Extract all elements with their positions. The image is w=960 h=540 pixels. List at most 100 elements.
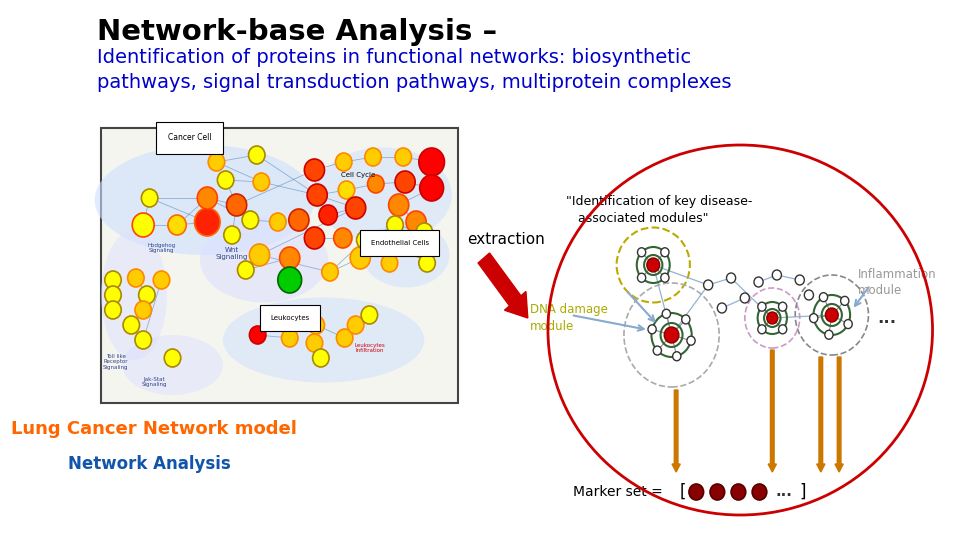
Circle shape xyxy=(779,302,787,311)
Circle shape xyxy=(682,315,690,324)
Text: Leukocytes
Infiltration: Leukocytes Infiltration xyxy=(354,342,385,353)
Ellipse shape xyxy=(122,335,223,395)
Text: Identification of proteins in functional networks: biosynthetic
pathways, signal: Identification of proteins in functional… xyxy=(97,48,732,92)
Text: "Identification of key disease-
   associated modules": "Identification of key disease- associat… xyxy=(566,195,753,225)
Circle shape xyxy=(757,325,766,334)
Circle shape xyxy=(637,248,646,257)
Circle shape xyxy=(406,211,426,233)
Circle shape xyxy=(732,484,746,500)
Circle shape xyxy=(826,308,838,322)
Circle shape xyxy=(105,286,121,304)
Circle shape xyxy=(754,277,763,287)
Circle shape xyxy=(368,175,384,193)
Circle shape xyxy=(279,247,300,269)
Circle shape xyxy=(135,301,152,319)
FancyArrow shape xyxy=(835,357,843,472)
Circle shape xyxy=(687,336,695,345)
Circle shape xyxy=(168,215,186,235)
Text: extraction: extraction xyxy=(468,233,545,247)
Circle shape xyxy=(141,189,157,207)
Circle shape xyxy=(306,334,323,352)
Circle shape xyxy=(217,171,234,189)
FancyBboxPatch shape xyxy=(101,128,458,403)
Circle shape xyxy=(253,173,270,191)
Circle shape xyxy=(270,213,286,231)
Text: Cell Cycle: Cell Cycle xyxy=(341,172,375,178)
Circle shape xyxy=(289,209,309,231)
Circle shape xyxy=(123,316,139,334)
Circle shape xyxy=(319,205,337,225)
Circle shape xyxy=(717,303,727,313)
Circle shape xyxy=(419,148,444,176)
Text: Hodgehog
Signaling: Hodgehog Signaling xyxy=(148,242,176,253)
Ellipse shape xyxy=(363,222,449,287)
FancyArrow shape xyxy=(478,253,528,318)
Circle shape xyxy=(105,271,121,289)
Circle shape xyxy=(313,349,329,367)
FancyArrow shape xyxy=(817,357,825,472)
Circle shape xyxy=(308,316,324,334)
Text: ...: ... xyxy=(776,484,793,500)
Ellipse shape xyxy=(101,230,167,360)
Circle shape xyxy=(336,329,353,347)
Text: Lung Cancer Network model: Lung Cancer Network model xyxy=(12,420,298,438)
Ellipse shape xyxy=(200,218,328,302)
Circle shape xyxy=(689,484,704,500)
Circle shape xyxy=(841,296,849,305)
Circle shape xyxy=(334,228,352,248)
Circle shape xyxy=(105,301,121,319)
Text: Wnt
Signaling: Wnt Signaling xyxy=(216,246,249,260)
Circle shape xyxy=(237,261,254,279)
Text: Network Analysis: Network Analysis xyxy=(68,455,231,473)
Text: [: [ xyxy=(680,483,685,501)
Circle shape xyxy=(419,254,435,272)
Circle shape xyxy=(164,349,180,367)
Circle shape xyxy=(704,280,712,290)
Circle shape xyxy=(820,293,828,302)
Circle shape xyxy=(208,153,225,171)
Circle shape xyxy=(844,320,852,328)
Circle shape xyxy=(757,302,766,311)
Text: Toll like
Receptor
Signaling: Toll like Receptor Signaling xyxy=(103,354,129,370)
Text: Jak-Stat
Signaling: Jak-Stat Signaling xyxy=(141,376,167,387)
Circle shape xyxy=(809,314,818,322)
Circle shape xyxy=(653,346,661,355)
Circle shape xyxy=(740,293,750,303)
Circle shape xyxy=(727,273,735,283)
Circle shape xyxy=(772,270,781,280)
Text: Cancer Cell: Cancer Cell xyxy=(168,133,211,143)
Circle shape xyxy=(197,187,217,209)
Circle shape xyxy=(752,484,767,500)
Ellipse shape xyxy=(95,145,315,255)
Circle shape xyxy=(389,194,409,216)
Circle shape xyxy=(384,236,400,254)
Ellipse shape xyxy=(315,147,452,242)
Circle shape xyxy=(365,148,381,166)
Circle shape xyxy=(224,226,240,244)
Circle shape xyxy=(135,331,152,349)
FancyArrow shape xyxy=(768,350,777,472)
Circle shape xyxy=(335,153,352,171)
Circle shape xyxy=(412,239,428,257)
Circle shape xyxy=(138,286,156,304)
Circle shape xyxy=(304,159,324,181)
Circle shape xyxy=(346,197,366,219)
Circle shape xyxy=(673,352,681,361)
Text: Endothelial Cells: Endothelial Cells xyxy=(371,240,429,246)
Circle shape xyxy=(356,231,373,249)
Circle shape xyxy=(395,171,415,193)
Circle shape xyxy=(648,325,657,334)
Circle shape xyxy=(710,484,725,500)
Circle shape xyxy=(348,316,364,334)
Circle shape xyxy=(381,254,397,272)
Ellipse shape xyxy=(223,298,424,382)
Circle shape xyxy=(647,258,660,272)
Circle shape xyxy=(249,146,265,164)
Circle shape xyxy=(242,211,258,229)
Text: ]: ] xyxy=(800,483,806,501)
Circle shape xyxy=(416,223,433,241)
Circle shape xyxy=(825,330,833,339)
Circle shape xyxy=(637,273,646,282)
Circle shape xyxy=(128,269,144,287)
Circle shape xyxy=(420,175,444,201)
